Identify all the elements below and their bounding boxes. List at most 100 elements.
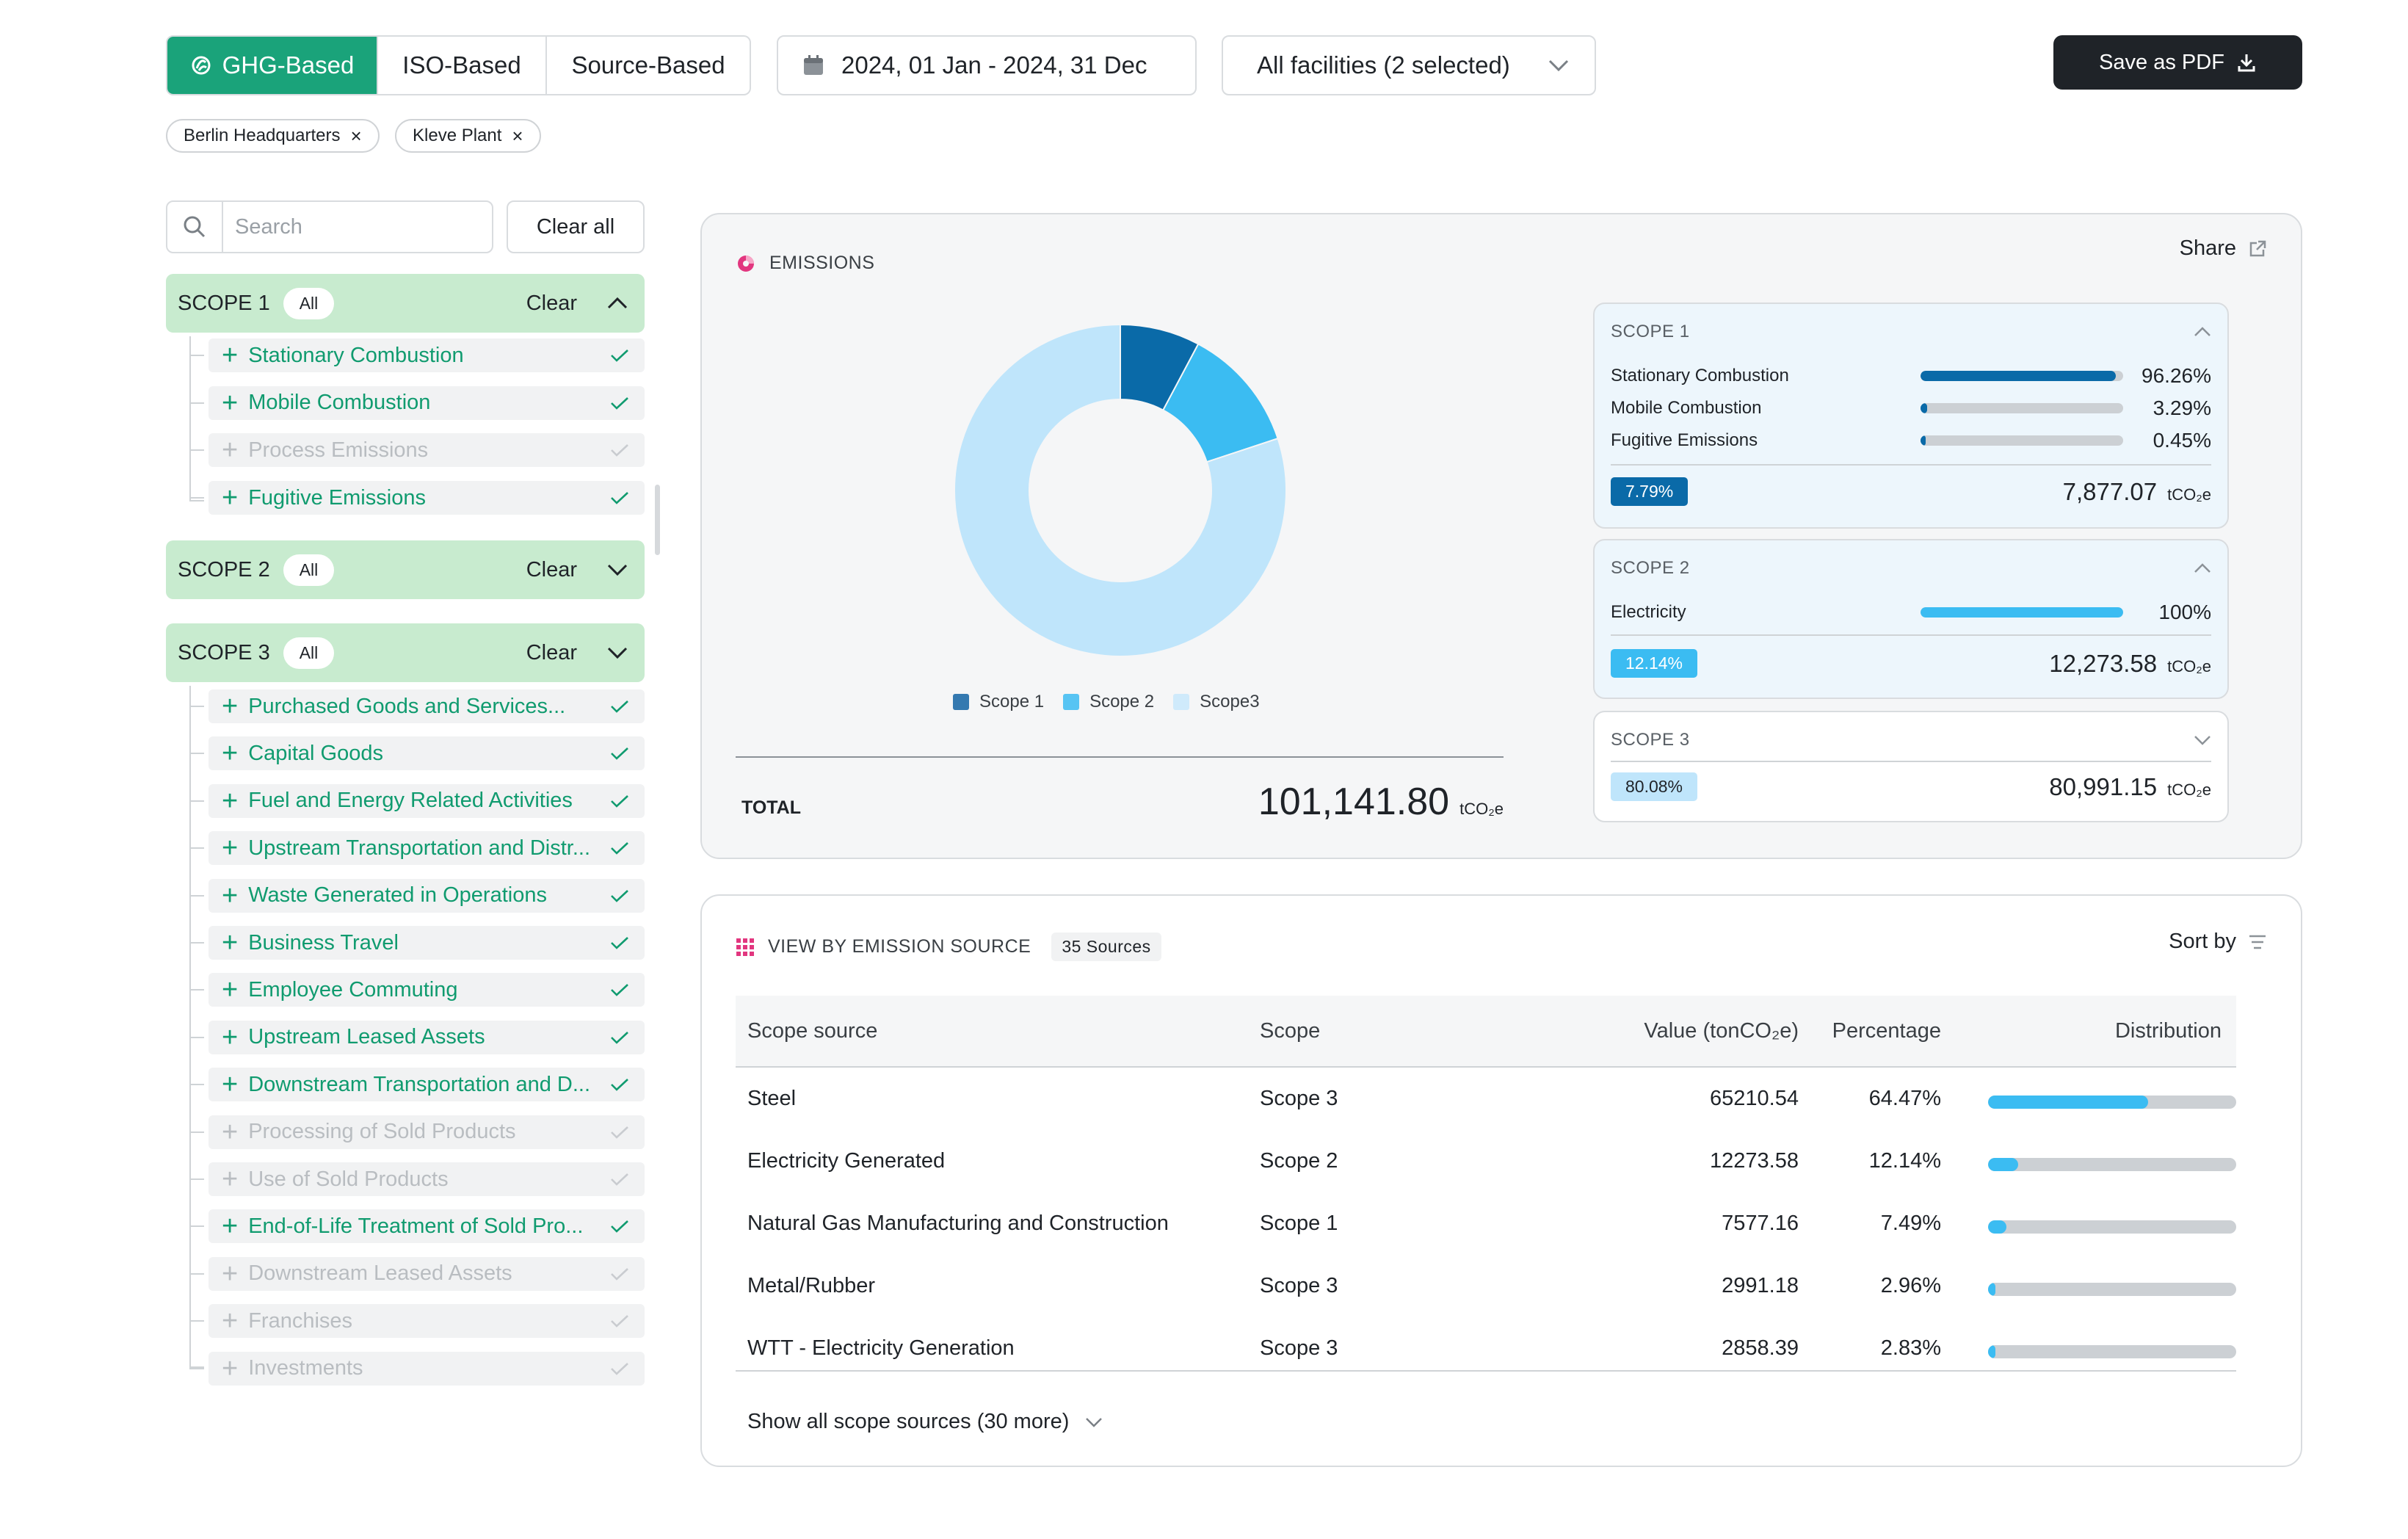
filter-item[interactable]: + Downstream Transportation and D... [208, 1068, 645, 1102]
scope-2-total: 12,273.58 [2049, 649, 2158, 677]
tab-label: ISO-Based [402, 51, 521, 79]
breakdown-pct: 96.26% [2142, 364, 2211, 387]
chevron-up-icon[interactable] [606, 297, 628, 310]
tree-connector [189, 942, 204, 944]
breakdown-label: Stationary Combustion [1611, 366, 1789, 385]
scope-1-all-badge[interactable]: All [283, 287, 335, 319]
facility-select[interactable]: All facilities (2 selected) [1222, 35, 1596, 95]
tab-source-based[interactable]: Source-Based [547, 37, 750, 94]
column-header-value[interactable]: Value (tonCO₂e) [1644, 1019, 1799, 1043]
table-row[interactable]: Metal/Rubber Scope 3 2991.18 2.96% [736, 1264, 2236, 1315]
search-input[interactable] [223, 214, 457, 240]
filter-item[interactable]: + End-of-Life Treatment of Sold Pro... [208, 1209, 645, 1244]
filter-item[interactable]: + Business Travel [208, 926, 645, 960]
tree-connector [189, 1178, 204, 1180]
save-as-pdf-label: Save as PDF [2099, 50, 2224, 74]
calendar-icon [804, 55, 823, 75]
unit-label: tCO₂e [1459, 800, 1504, 818]
column-header-distribution[interactable]: Distribution [2114, 1019, 2222, 1043]
sort-by-button[interactable]: Sort by [2169, 930, 2267, 954]
filter-item[interactable]: + Mobile Combustion [208, 385, 645, 420]
scope-1-total: 7,877.07 [2062, 477, 2158, 505]
filter-item[interactable]: + Use of Sold Products [208, 1162, 645, 1196]
filter-item[interactable]: + Franchises [208, 1304, 645, 1339]
filter-item[interactable]: + Upstream Transportation and Distr... [208, 831, 645, 866]
scope-2-card-header[interactable]: SCOPE 2 [1611, 558, 2211, 579]
tab-ghg-based[interactable]: GHG-Based [167, 37, 378, 94]
chevron-down-icon[interactable] [606, 563, 628, 576]
cell-pct: 12.14% [1868, 1149, 1941, 1173]
scope-2-clear-button[interactable]: Clear [526, 557, 577, 582]
scope-2-header[interactable]: SCOPE 2 All Clear [166, 540, 645, 599]
clear-all-button[interactable]: Clear all [507, 200, 645, 253]
save-as-pdf-button[interactable]: Save as PDF [2053, 35, 2302, 90]
show-all-sources-button[interactable]: Show all scope sources (30 more) [747, 1410, 1103, 1434]
table-row[interactable]: Steel Scope 3 65210.54 64.47% [736, 1076, 2236, 1128]
tab-label: Source-Based [571, 51, 725, 79]
table-row[interactable]: WTT - Electricity Generation Scope 3 2858.… [736, 1326, 2236, 1377]
tree-connector [189, 989, 204, 991]
distribution-bar-fill [1988, 1096, 2148, 1109]
plus-icon: + [222, 833, 239, 864]
column-header-scope[interactable]: Scope [1260, 1019, 1321, 1043]
filter-item[interactable]: + Stationary Combustion [208, 338, 645, 372]
clear-all-label: Clear all [536, 214, 615, 239]
tree-connector [189, 753, 204, 755]
scope-3-title: SCOPE 3 [178, 640, 270, 665]
distribution-bar [1988, 1158, 2236, 1171]
tab-iso-based[interactable]: ISO-Based [378, 37, 547, 94]
filter-item[interactable]: + Waste Generated in Operations [208, 878, 645, 913]
legend-swatch [953, 694, 969, 710]
tab-label: GHG-Based [222, 51, 355, 79]
plus-icon: + [222, 435, 239, 466]
cell-scope: Scope 3 [1260, 1274, 1338, 1297]
check-icon [609, 1218, 630, 1234]
filter-item[interactable]: + Employee Commuting [208, 973, 645, 1007]
remove-chip-icon[interactable]: × [512, 124, 523, 147]
filter-item-label: Mobile Combustion [248, 391, 431, 415]
chart-legend: Scope 1 Scope 2 Scope3 [953, 692, 1260, 712]
distribution-bar-fill [1988, 1283, 1995, 1296]
scope-3-header[interactable]: SCOPE 3 All Clear [166, 623, 645, 682]
column-header-percentage[interactable]: Percentage [1832, 1019, 1941, 1043]
scope-3-all-badge[interactable]: All [283, 637, 335, 669]
search-box [166, 200, 493, 253]
filter-item[interactable]: + Purchased Goods and Services... [208, 689, 645, 723]
scope-3-card-header[interactable]: SCOPE 3 [1611, 730, 2211, 750]
scope-2-all-badge[interactable]: All [283, 554, 335, 586]
filter-item[interactable]: + Downstream Leased Assets [208, 1256, 645, 1291]
filter-item[interactable]: + Process Emissions [208, 433, 645, 468]
scope-1-header[interactable]: SCOPE 1 All Clear [166, 274, 645, 333]
sources-title: VIEW BY EMISSION SOURCE [768, 936, 1031, 957]
breakdown-bar [1921, 607, 2123, 618]
column-header-scope-source[interactable]: Scope source [747, 1019, 878, 1043]
check-icon [609, 1029, 630, 1046]
scope-3-clear-button[interactable]: Clear [526, 640, 577, 665]
filter-item[interactable]: + Fugitive Emissions [208, 481, 645, 515]
scope-3-total: 80,991.15 [2049, 772, 2158, 800]
tree-connector [189, 1366, 204, 1368]
filter-panel-scrollbar[interactable] [655, 485, 660, 555]
breakdown-bar-fill [1921, 435, 1926, 446]
chevron-down-icon[interactable] [606, 646, 628, 659]
plus-icon: + [222, 1258, 239, 1289]
date-range-picker[interactable]: 2024, 01 Jan - 2024, 31 Dec [777, 35, 1197, 95]
filter-item-label: Business Travel [248, 930, 399, 955]
scope-1-card-header[interactable]: SCOPE 1 [1611, 322, 2211, 342]
tree-connector [189, 355, 204, 356]
scope-1-clear-button[interactable]: Clear [526, 291, 577, 315]
total-value: 101,141.80 [1258, 781, 1450, 823]
table-row[interactable]: Electricity Generated Scope 2 12273.58 12.1… [736, 1139, 2236, 1190]
remove-chip-icon[interactable]: × [350, 124, 362, 147]
tree-connector [189, 800, 204, 802]
card-divider [1611, 464, 2211, 466]
filter-item[interactable]: + Upstream Leased Assets [208, 1020, 645, 1054]
filter-item[interactable]: + Capital Goods [208, 736, 645, 771]
share-button[interactable]: Share [2180, 236, 2267, 261]
filter-item[interactable]: + Investments [208, 1351, 645, 1386]
distribution-bar [1988, 1345, 2236, 1358]
donut-slice-scope3[interactable] [954, 323, 1287, 657]
table-row[interactable]: Natural Gas Manufacturing and Constructi… [736, 1201, 2236, 1253]
filter-item[interactable]: + Processing of Sold Products [208, 1115, 645, 1149]
filter-item[interactable]: + Fuel and Energy Related Activities [208, 783, 645, 818]
